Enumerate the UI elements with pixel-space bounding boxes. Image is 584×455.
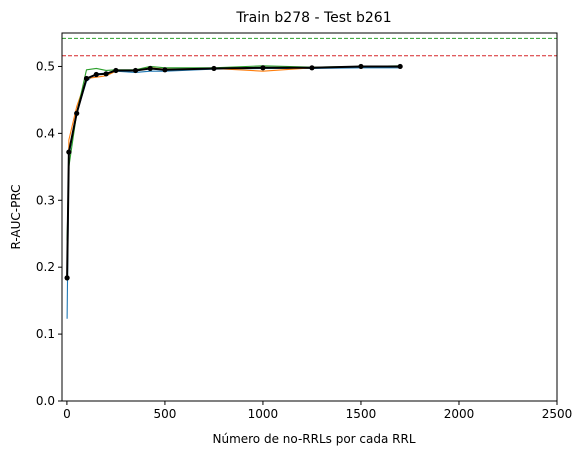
series-mean-point (113, 67, 119, 74)
series-run-green-line (66, 65, 401, 241)
series-mean-point (83, 75, 90, 82)
series-mean-point (309, 65, 315, 71)
x-axis: 0 500 1000 1500 2000 2500 (63, 401, 572, 421)
series-mean-point (162, 67, 168, 73)
x-tick-label: 500 (153, 407, 176, 421)
series-mean-point (358, 63, 364, 70)
y-tick-label: 0.2 (36, 260, 55, 274)
plot-frame (61, 32, 558, 402)
y-tick-label: 0.3 (36, 193, 55, 207)
plot-area (62, 37, 557, 319)
series-mean-point (103, 71, 109, 77)
series-mean-point (93, 71, 99, 78)
series-run-orange-line (66, 65, 401, 274)
y-axis-label: R-AUC-PRC (9, 185, 23, 250)
series-mean-point (132, 67, 139, 74)
y-tick-label: 0.1 (36, 327, 55, 341)
y-tick-label: 0.0 (36, 394, 55, 408)
series-run-blue-line (66, 67, 401, 319)
series-mean-point (397, 63, 403, 70)
series-mean-point (66, 149, 72, 155)
series-mean-point (260, 65, 266, 71)
series-mean-point (211, 65, 217, 72)
x-tick-label: 2500 (542, 407, 573, 421)
series-mean-point (64, 275, 70, 281)
x-tick-label: 1500 (346, 407, 377, 421)
chart-title: Train b278 - Test b261 (235, 10, 391, 26)
y-axis: 0.0 0.1 0.2 0.3 0.4 0.5 (36, 59, 62, 408)
y-tick-label: 0.5 (36, 59, 55, 73)
x-tick-label: 2000 (444, 407, 475, 421)
series-mean-point (147, 65, 153, 72)
x-tick-label: 1000 (248, 407, 279, 421)
series-mean-line (66, 65, 401, 278)
series-mean-point (74, 110, 80, 116)
x-tick-label: 0 (63, 407, 71, 421)
y-tick-label: 0.4 (36, 126, 55, 140)
x-axis-label: Número de no-RRLs por cada RRL (212, 432, 415, 446)
